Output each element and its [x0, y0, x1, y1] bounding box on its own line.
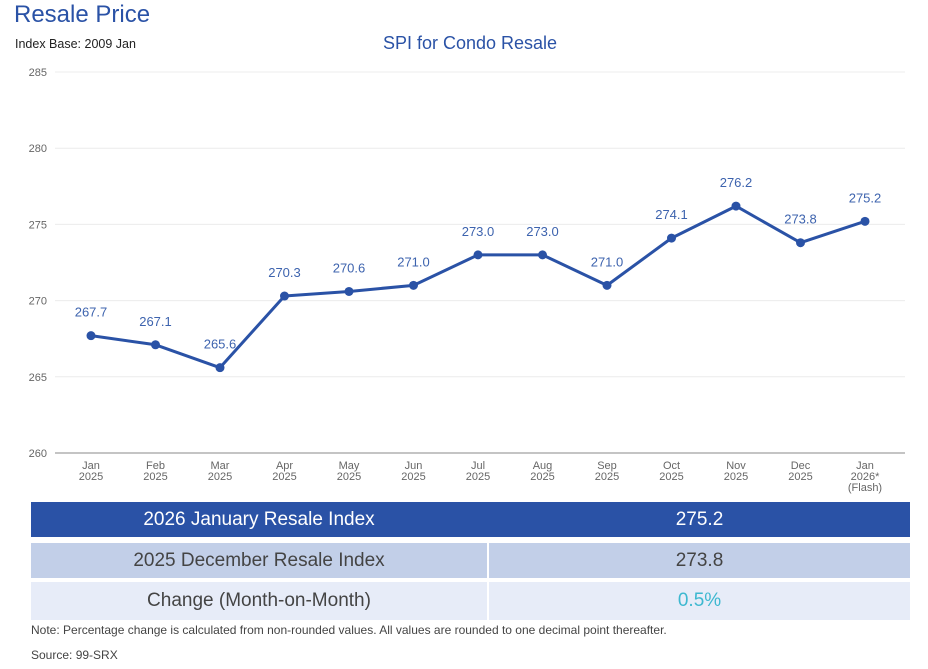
data-label: 273.0: [462, 224, 495, 239]
x-tick-label: 2025: [724, 471, 748, 483]
page-title: Resale Price: [14, 1, 151, 28]
x-tick-label: Feb: [146, 460, 165, 472]
x-tick-label: (Flash): [848, 482, 882, 494]
data-label: 267.1: [139, 314, 172, 329]
x-tick-label: Nov: [726, 460, 746, 472]
x-tick-label: 2025: [272, 471, 296, 483]
data-point: [473, 250, 483, 260]
summary-row-previous: 2025 December Resale Index 273.8: [31, 543, 910, 578]
data-point: [602, 280, 612, 290]
x-tick-label: 2025: [143, 471, 167, 483]
x-tick-label: Aug: [533, 460, 553, 472]
summary-table: 2026 January Resale Index 275.2 2025 Dec…: [31, 502, 910, 620]
x-tick-label: 2025: [659, 471, 683, 483]
data-point: [344, 286, 354, 296]
x-tick-label: 2025: [208, 471, 232, 483]
data-point: [667, 233, 676, 243]
x-tick-label: 2025: [530, 471, 554, 483]
footnote: Note: Percentage change is calculated fr…: [31, 623, 667, 637]
series: [86, 201, 870, 373]
summary-value: 273.8: [489, 543, 910, 578]
y-tick-label: 270: [29, 296, 47, 308]
y-axis: 260 265 270 275 280 285: [29, 67, 47, 460]
summary-row-current: 2026 January Resale Index 275.2: [31, 502, 910, 537]
x-tick-label: Apr: [276, 460, 293, 472]
data-label: 273.8: [784, 212, 817, 227]
x-tick-label: Jan: [82, 460, 100, 472]
data-label: 273.0: [526, 224, 559, 239]
x-tick-label: Jan: [856, 460, 874, 472]
data-point: [151, 340, 160, 350]
x-tick-label: Mar: [211, 460, 230, 472]
data-label: 274.1: [655, 207, 688, 222]
summary-row-change: Change (Month-on-Month) 0.5%: [31, 582, 910, 620]
data-label: 271.0: [591, 254, 624, 269]
x-tick-label: May: [339, 460, 360, 472]
x-tick-label: Oct: [663, 460, 680, 472]
y-tick-label: 260: [29, 448, 47, 460]
summary-label: 2025 December Resale Index: [31, 543, 487, 578]
data-labels: 267.7 267.1 265.6 270.3 270.6 271.0 273.0 273.0…: [75, 175, 882, 352]
y-tick-label: 280: [29, 143, 47, 155]
x-tick-label: Dec: [791, 460, 811, 472]
data-point: [409, 280, 418, 290]
x-tick-label: 2026*: [851, 471, 880, 483]
data-point: [86, 331, 96, 341]
data-label: 270.6: [333, 260, 366, 275]
data-point: [731, 201, 741, 211]
x-tick-label: 2025: [79, 471, 103, 483]
y-tick-label: 275: [29, 219, 47, 231]
summary-label: Change (Month-on-Month): [31, 582, 487, 620]
y-tick-label: 265: [29, 372, 47, 384]
index-base-label: Index Base: 2009 Jan: [15, 37, 136, 51]
x-axis: Jan2025Feb2025Mar2025Apr2025May2025Jun20…: [79, 460, 882, 494]
data-point: [538, 250, 547, 260]
summary-label: 2026 January Resale Index: [31, 502, 487, 537]
data-point: [860, 216, 870, 226]
x-tick-label: Sep: [597, 460, 617, 472]
summary-change-value: 0.5%: [489, 582, 910, 620]
data-label: 275.2: [849, 190, 882, 205]
data-label: 270.3: [268, 265, 301, 280]
summary-value: 275.2: [489, 502, 910, 537]
y-tick-label: 285: [29, 67, 47, 79]
data-point: [215, 363, 225, 373]
x-tick-label: 2025: [595, 471, 619, 483]
x-tick-label: 2025: [401, 471, 425, 483]
gridlines: [55, 71, 905, 454]
chart-title: SPI for Condo Resale: [382, 33, 558, 53]
data-label: 267.7: [75, 305, 108, 320]
data-label: 265.6: [204, 337, 237, 352]
x-tick-label: 2025: [337, 471, 361, 483]
data-label: 271.0: [397, 254, 430, 269]
source-note: Source: 99-SRX: [31, 648, 118, 662]
x-tick-label: Jul: [471, 460, 485, 472]
data-label: 276.2: [720, 175, 753, 190]
x-tick-label: Jun: [405, 460, 423, 472]
x-tick-label: 2025: [788, 471, 812, 483]
data-point: [796, 238, 805, 248]
data-point: [280, 291, 289, 301]
x-tick-label: 2025: [466, 471, 490, 483]
